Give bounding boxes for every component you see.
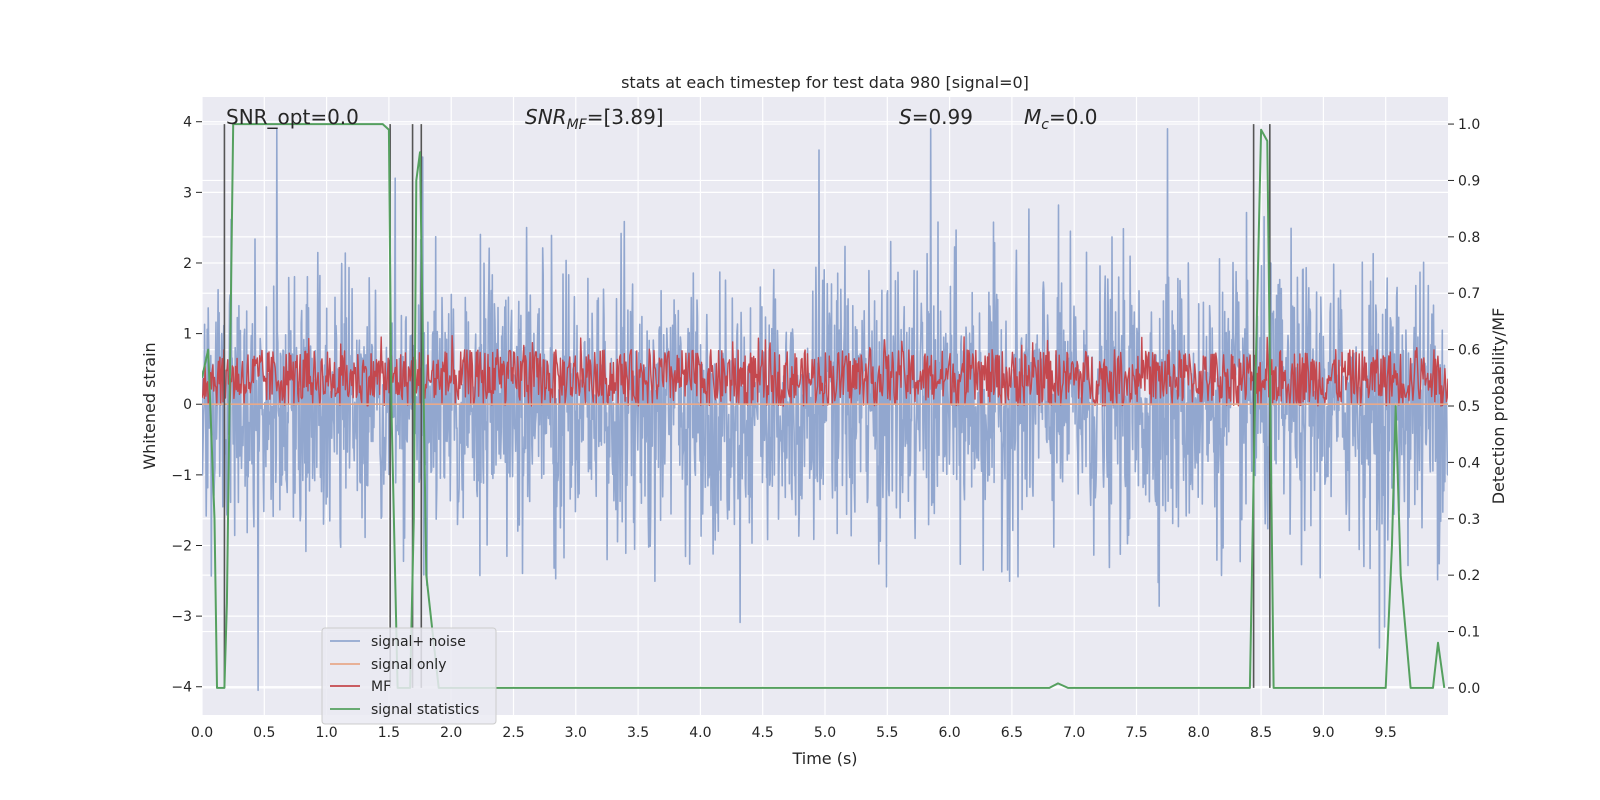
y2-tick-label: 0.5: [1458, 399, 1480, 415]
x-tick-label: 9.0: [1312, 725, 1334, 741]
x-tick-label: 5.5: [876, 725, 898, 741]
x-tick-label: 9.5: [1375, 725, 1397, 741]
x-tick-label: 2.5: [502, 725, 524, 741]
mc-value: =0.0: [1049, 105, 1098, 129]
x-tick-label: 6.0: [938, 725, 960, 741]
mf-line: [202, 335, 1448, 407]
mc-name: M: [1024, 105, 1041, 129]
mc-subscript: c: [1041, 117, 1049, 133]
y-tick-label: −4: [171, 680, 192, 696]
snr-mf-annotation: SNRMF=[3.89]: [525, 105, 664, 133]
x-tick-label: 4.5: [752, 725, 774, 741]
y2-tick-label: 0.1: [1458, 625, 1480, 641]
y-tick-label: 3: [183, 185, 192, 201]
y-tick-label: 4: [183, 115, 192, 131]
y2-tick-label: 0.6: [1458, 343, 1480, 359]
s-name: S: [899, 105, 912, 129]
x-tick-label: 2.0: [440, 725, 462, 741]
snr-mf-value: =[3.89]: [587, 105, 664, 129]
x-tick-label: 5.0: [814, 725, 836, 741]
x-tick-label: 6.5: [1001, 725, 1023, 741]
legend: signal+ noise signal only MF signal stat…: [321, 627, 497, 725]
y-tick-label: 2: [183, 256, 192, 272]
x-tick-label: 3.5: [627, 725, 649, 741]
x-tick-label: 0.5: [253, 725, 275, 741]
annotations: SNR_opt=0.0 SNRMF=[3.89] S=0.99 Mc=0.0: [226, 105, 1098, 133]
signal-statistics-series: [202, 123, 1446, 689]
s-annotation: S=0.99: [899, 105, 973, 129]
signal-statistics-line: [202, 123, 1446, 689]
x-tick-label: 8.5: [1250, 725, 1272, 741]
x-tick-label: 1.5: [378, 725, 400, 741]
y-tick-label: −2: [171, 538, 192, 554]
y-axis-label: Whitened strain: [140, 342, 159, 469]
snr-mf-subscript: MF: [567, 117, 588, 133]
legend-label-mf: MF: [371, 679, 391, 695]
x-tick-label: 0.0: [191, 725, 213, 741]
legend-label-signal-only: signal only: [371, 657, 446, 673]
y2-tick-label: 0.2: [1458, 568, 1480, 584]
y-tick-label: −3: [171, 609, 192, 625]
snr-mf-name: SNR: [525, 105, 567, 129]
legend-box: [321, 627, 497, 725]
snr-opt-annotation: SNR_opt=0.0: [226, 105, 359, 129]
x-tick-label: 7.5: [1125, 725, 1147, 741]
y2-tick-label: 0.0: [1458, 681, 1480, 697]
y2-tick-label: 0.7: [1458, 286, 1480, 302]
legend-label-signal-statistics: signal statistics: [371, 702, 479, 718]
x-tick-label: 3.0: [565, 725, 587, 741]
y2-tick-label: 1.0: [1458, 117, 1480, 133]
x-tick-label: 4.0: [689, 725, 711, 741]
y-tick-label: −1: [171, 468, 192, 484]
x-tick-label: 1.0: [315, 725, 337, 741]
y2-tick-label: 0.4: [1458, 455, 1480, 471]
x-axis-label: Time (s): [791, 749, 857, 768]
mc-annotation: Mc=0.0: [1024, 105, 1098, 133]
chart-title: stats at each timestep for test data 980…: [621, 73, 1029, 92]
s-value: =0.99: [912, 105, 973, 129]
x-tick-label: 7.0: [1063, 725, 1085, 741]
mf-series: [202, 335, 1448, 407]
series-layer: [202, 123, 1448, 692]
y2-tick-label: 0.9: [1458, 173, 1480, 189]
y-tick-label: 0: [183, 397, 192, 413]
y2-axis-label: Detection probability/MF: [1489, 308, 1508, 505]
x-tick-label: 8.0: [1188, 725, 1210, 741]
y-tick-label: 1: [183, 327, 192, 343]
y2-tick-label: 0.8: [1458, 230, 1480, 246]
axes: 0.0 0.5 1.0 1.5 2.0 2.5 3.0 3.5 4.0 4.5 5.0 5.5 6.0 6…: [171, 115, 1480, 741]
legend-label-signal-noise: signal+ noise: [371, 634, 466, 650]
y2-tick-label: 0.3: [1458, 512, 1480, 528]
